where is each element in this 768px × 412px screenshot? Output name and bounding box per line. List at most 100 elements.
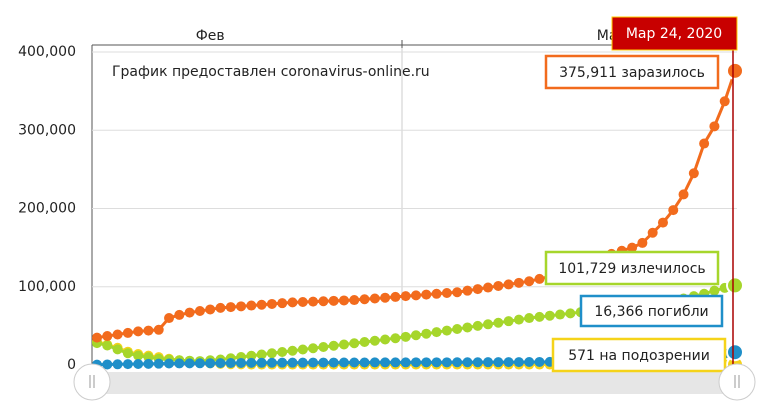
data-point (277, 298, 288, 309)
data-point (153, 324, 164, 335)
data-point (513, 314, 524, 325)
data-point (380, 334, 391, 345)
data-point (462, 285, 473, 296)
y-tick-label: 0 (67, 357, 76, 373)
data-point (380, 292, 391, 303)
data-point (472, 284, 483, 295)
data-point (112, 359, 123, 370)
data-point (297, 357, 308, 368)
y-tick-label: 300,000 (18, 122, 76, 138)
data-point (709, 285, 720, 296)
data-point (102, 331, 113, 342)
data-point (534, 273, 545, 284)
data-point (112, 329, 123, 340)
data-point (277, 357, 288, 368)
data-point (400, 291, 411, 302)
scroll-handle[interactable] (718, 363, 756, 401)
data-point (390, 333, 401, 344)
data-point (122, 359, 133, 370)
data-point (318, 296, 329, 307)
data-point (719, 96, 730, 107)
data-point (349, 357, 360, 368)
data-point (256, 357, 267, 368)
value-label: 375,911 заразилось (559, 65, 705, 81)
data-point (297, 297, 308, 308)
data-point (205, 358, 216, 369)
data-point (555, 309, 566, 320)
data-point (112, 344, 123, 355)
data-point (194, 358, 205, 369)
scrollbar-track[interactable] (92, 372, 737, 394)
data-point (338, 357, 349, 368)
data-point (359, 294, 370, 305)
data-point (483, 357, 494, 368)
data-point (92, 332, 102, 343)
data-point (338, 295, 349, 306)
data-point (308, 357, 319, 368)
data-point (297, 344, 308, 355)
data-point (318, 357, 329, 368)
data-point (256, 299, 267, 310)
data-point (122, 327, 133, 338)
data-point (431, 288, 442, 299)
data-point (411, 357, 421, 368)
data-point (133, 358, 144, 369)
data-point (266, 357, 277, 368)
data-point (493, 357, 504, 368)
data-point (164, 358, 175, 369)
data-point (266, 348, 277, 359)
data-point (349, 338, 360, 349)
data-point (421, 289, 432, 300)
data-point (359, 336, 370, 347)
data-point (524, 276, 535, 287)
data-point (287, 297, 298, 308)
data-point (462, 322, 473, 333)
data-point (236, 357, 247, 368)
annotation: График предоставлен coronavirus-online.r… (112, 64, 430, 80)
data-point (400, 357, 411, 368)
data-point (287, 345, 298, 356)
value-label-box (544, 54, 720, 90)
data-point (441, 288, 452, 299)
data-point (637, 237, 648, 248)
scroll-handle[interactable] (73, 363, 111, 401)
y-tick-label: 400,000 (18, 44, 76, 60)
data-point (565, 308, 576, 319)
value-label-box (551, 337, 727, 373)
data-point (328, 340, 339, 351)
data-point (369, 357, 380, 368)
data-point (102, 340, 113, 351)
data-point (647, 227, 658, 238)
data-point (256, 349, 267, 360)
data-point (102, 359, 113, 370)
data-point (462, 357, 473, 368)
data-point (524, 357, 535, 368)
tooltip-date: Мар 24, 2020 (626, 26, 722, 42)
data-point (359, 357, 370, 368)
data-point (390, 357, 401, 368)
data-point (421, 357, 432, 368)
data-point (411, 330, 421, 341)
data-point (452, 287, 463, 298)
data-point (184, 307, 195, 318)
data-point (287, 357, 298, 368)
data-point (726, 276, 744, 295)
data-point (277, 347, 288, 358)
data-point (215, 302, 226, 313)
data-point (205, 304, 216, 315)
data-point (174, 309, 185, 320)
tooltip-date-box (611, 16, 738, 51)
data-point (246, 357, 257, 368)
data-point (318, 342, 329, 353)
data-point (349, 295, 360, 306)
data-point (524, 313, 535, 324)
data-point (143, 325, 154, 336)
data-point (194, 306, 205, 317)
data-point (215, 358, 226, 369)
data-point (174, 358, 185, 369)
data-point (513, 277, 524, 288)
data-point (246, 350, 257, 361)
data-point (421, 328, 432, 339)
data-point (184, 358, 195, 369)
